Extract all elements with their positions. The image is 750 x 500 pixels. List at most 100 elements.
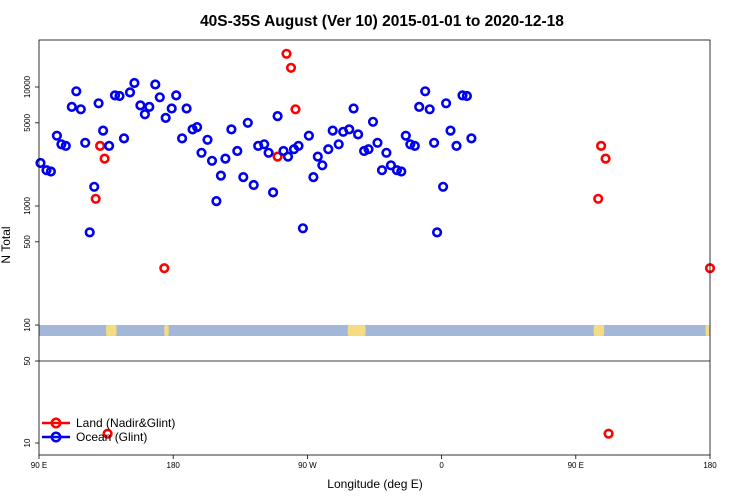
legend-land-marker: [50, 417, 62, 429]
ocean-point: [293, 140, 304, 151]
ocean-point: [202, 134, 213, 145]
ocean-point: [396, 166, 407, 177]
y-tick-label: 10: [23, 438, 32, 447]
map-land-patch: [106, 325, 117, 336]
ocean-point: [154, 92, 165, 103]
ocean-point: [248, 179, 259, 191]
ocean-point: [80, 137, 91, 148]
ocean-point: [215, 170, 226, 181]
land-point: [603, 428, 614, 439]
map-land-patch: [164, 325, 169, 336]
ocean-point: [226, 124, 237, 135]
ocean-point: [242, 117, 253, 128]
ocean-point: [35, 157, 46, 169]
ocean-point: [206, 155, 218, 166]
x-tick-label: 90 E: [568, 461, 584, 470]
ocean-point: [297, 223, 309, 234]
land-point: [94, 140, 106, 151]
plot-frame: [38, 39, 711, 456]
ocean-point: [129, 77, 140, 89]
ocean-point: [353, 129, 364, 140]
ocean-point: [84, 227, 95, 238]
ocean-point: [71, 86, 82, 97]
ocean-point: [429, 137, 440, 148]
ocean-point: [441, 98, 452, 109]
ocean-point: [445, 125, 456, 136]
ocean-point: [238, 172, 249, 183]
x-tick-label: 0: [439, 461, 444, 470]
plot-area: [35, 48, 716, 439]
ocean-point: [438, 181, 449, 192]
ocean-point: [282, 151, 294, 162]
ocean-point: [259, 139, 270, 150]
ocean-point: [192, 121, 203, 133]
map-land-patch: [705, 325, 710, 336]
ocean-point: [45, 166, 57, 177]
ocean-point: [118, 133, 130, 144]
land-point: [159, 263, 170, 274]
ocean-point: [124, 87, 136, 98]
x-tick-label: 180: [703, 461, 717, 470]
land-point: [593, 193, 604, 204]
ocean-point: [367, 116, 379, 127]
legend-ocean-marker: [50, 431, 62, 443]
y-tick-label: 50: [23, 356, 32, 365]
ocean-point: [150, 79, 161, 90]
ocean-point: [144, 101, 155, 112]
ocean-point: [323, 144, 334, 155]
land-point: [272, 151, 283, 162]
ocean-point: [303, 130, 315, 141]
ocean-point: [232, 145, 243, 157]
map-land-patch: [347, 325, 366, 336]
legend-land-label: Land (Nadir&Glint): [76, 416, 175, 430]
ocean-point: [272, 110, 283, 122]
land-point: [290, 104, 301, 115]
land-point: [600, 153, 611, 164]
y-tick-label: 10000: [23, 75, 32, 98]
y-tick-label: 500: [23, 235, 32, 249]
ocean-point: [220, 153, 231, 164]
ocean-point: [432, 227, 443, 238]
ocean-point: [457, 90, 468, 101]
x-tick-label: 90 E: [31, 461, 47, 470]
ocean-point: [114, 90, 125, 102]
ocean-point: [363, 144, 374, 155]
land-point: [281, 48, 292, 59]
ocean-point: [461, 90, 473, 102]
ocean-point: [171, 90, 182, 101]
y-tick-label: 5000: [23, 113, 32, 131]
ocean-point: [385, 160, 397, 171]
ocean-point: [308, 172, 319, 183]
ocean-point: [109, 90, 121, 101]
y-tick-label: 1000: [23, 197, 32, 215]
legend-ocean-label: Ocean (Glint): [76, 430, 147, 444]
ocean-point: [139, 109, 150, 120]
ocean-point: [89, 181, 100, 192]
legend: Land (Nadir&Glint) Ocean (Glint): [42, 416, 175, 444]
ocean-point: [381, 147, 392, 158]
ocean-point: [51, 130, 63, 141]
ocean-point: [414, 101, 425, 112]
ocean-point: [181, 103, 192, 114]
ocean-point: [327, 125, 338, 136]
ocean-point: [466, 133, 477, 144]
ocean-point: [409, 140, 420, 151]
ocean-point: [93, 98, 104, 109]
ocean-point: [135, 100, 146, 111]
ocean-point: [66, 101, 77, 112]
ocean-point: [312, 151, 323, 162]
ocean-point: [97, 125, 109, 136]
ocean-point: [60, 140, 71, 151]
ocean-point: [372, 137, 383, 148]
ocean-point: [166, 103, 177, 114]
land-point: [595, 140, 607, 151]
ocean-point: [317, 160, 328, 171]
axes: 90 E 180 90 W 0 90 E 180 100 500 1000 5000 10000 10…: [23, 39, 717, 470]
ocean-point: [348, 103, 359, 114]
x-axis-label: Longitude (deg E): [327, 477, 422, 491]
land-point: [285, 62, 297, 73]
ocean-point: [75, 104, 86, 115]
ocean-point: [420, 86, 431, 97]
